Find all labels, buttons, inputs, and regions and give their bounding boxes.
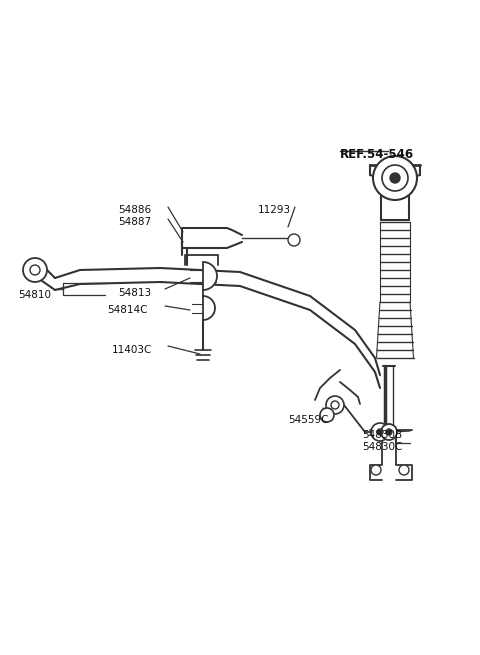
Circle shape (288, 234, 300, 246)
Circle shape (326, 396, 344, 414)
Text: 54887: 54887 (118, 217, 151, 227)
Circle shape (30, 265, 40, 275)
Circle shape (386, 429, 392, 435)
Text: 54886: 54886 (118, 205, 151, 215)
Circle shape (390, 173, 400, 183)
Text: 11293: 11293 (258, 205, 291, 215)
Text: 54810: 54810 (18, 290, 51, 300)
Circle shape (399, 465, 409, 475)
Wedge shape (203, 296, 215, 320)
Text: 54559C: 54559C (288, 415, 328, 425)
Text: 11403C: 11403C (112, 345, 152, 355)
Circle shape (371, 465, 381, 475)
Text: 54830B: 54830B (362, 430, 402, 440)
Circle shape (320, 408, 334, 422)
Circle shape (381, 424, 397, 440)
Circle shape (373, 156, 417, 200)
Circle shape (371, 423, 389, 441)
Circle shape (377, 429, 383, 435)
Text: 54813: 54813 (118, 288, 151, 298)
Circle shape (331, 401, 339, 409)
Circle shape (382, 165, 408, 191)
Wedge shape (203, 262, 217, 290)
Text: 54830C: 54830C (362, 442, 402, 452)
Circle shape (23, 258, 47, 282)
Text: 54814C: 54814C (107, 305, 147, 315)
Text: REF.54-546: REF.54-546 (340, 148, 414, 161)
